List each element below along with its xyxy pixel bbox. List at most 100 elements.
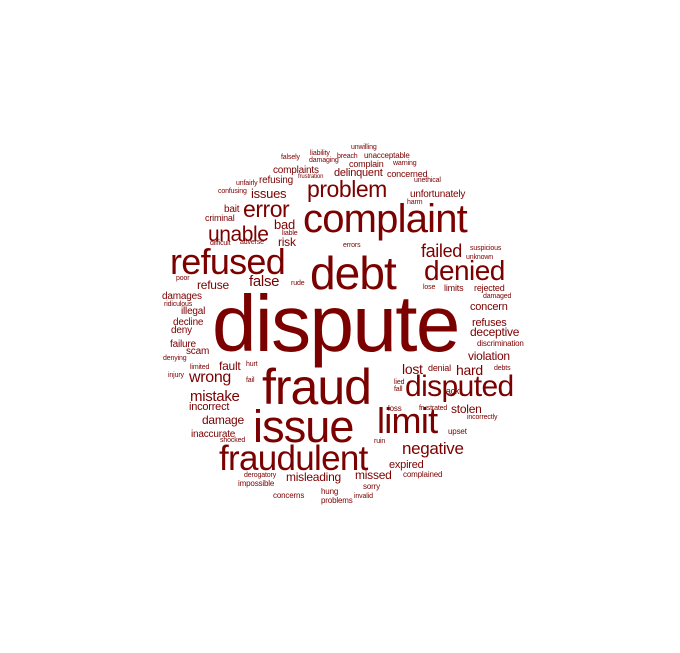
word-negative: negative (402, 439, 464, 458)
word-failure: failure (170, 339, 196, 350)
word-falsely: falsely (281, 154, 300, 161)
word-errors: errors (343, 242, 361, 249)
word-dispute: dispute (212, 279, 460, 368)
word-mistake: mistake (190, 388, 240, 405)
word-bait: bait (224, 204, 240, 215)
word-refusing: refusing (259, 175, 293, 186)
word-disputed: disputed (405, 370, 514, 403)
word-lost: lost (402, 361, 423, 377)
word-complaint: complaint (303, 197, 468, 241)
word-frustration: frustration (298, 174, 324, 180)
word-lose: lose (423, 284, 436, 291)
word-limited: limited (190, 364, 210, 371)
word-breach: breach (337, 153, 358, 160)
word-missed: missed (355, 468, 392, 482)
word-injury: injury (168, 372, 184, 379)
word-unfairly: unfairly (236, 180, 258, 187)
word-harm: harm (407, 199, 423, 206)
word-suspicious: suspicious (470, 245, 502, 252)
word-problem: problem (307, 176, 387, 202)
word-expired: expired (389, 459, 424, 471)
word-unfortunately: unfortunately (410, 189, 466, 200)
word-ruin: ruin (374, 438, 386, 445)
word-unacceptable: unacceptable (364, 151, 410, 160)
word-issues: issues (251, 186, 287, 201)
word-problems: problems (321, 496, 353, 505)
word-wrong: wrong (189, 369, 231, 386)
word-sorry: sorry (363, 482, 380, 491)
word-decline: decline (173, 317, 204, 328)
word-criminal: criminal (205, 213, 235, 223)
word-denial: denial (428, 363, 451, 373)
word-liability: liability (310, 150, 330, 157)
word-liable: liable (282, 230, 298, 237)
word-hard: hard (456, 362, 483, 378)
word-refused: refused (170, 241, 286, 282)
word-discrimination: discrimination (477, 339, 524, 348)
word-concerned: concerned (387, 169, 428, 179)
word-adverse: adverse (240, 239, 264, 246)
word-unethical: unethical (414, 177, 441, 184)
word-inaccurate: inaccurate (191, 429, 236, 440)
word-stolen: stolen (451, 402, 482, 416)
word-hurt: hurt (246, 361, 258, 368)
word-denied: denied (424, 255, 505, 286)
word-unable: unable (208, 223, 269, 246)
word-illegal: illegal (181, 306, 206, 317)
word-hung: hung (321, 487, 339, 496)
word-complained: complained (403, 470, 443, 479)
word-debt: debt (310, 247, 397, 299)
word-damaging: damaging (309, 157, 339, 164)
word-violation: violation (468, 349, 510, 363)
word-concern: concern (470, 301, 508, 313)
word-complain: complain (349, 159, 384, 169)
word-deceptive: deceptive (470, 325, 520, 339)
word-confusing: confusing (218, 188, 247, 195)
word-upset: upset (448, 427, 467, 436)
word-rude: rude (291, 280, 305, 287)
word-error: error (243, 196, 290, 222)
word-fall: fall (394, 386, 403, 393)
word-failed: failed (421, 241, 462, 261)
word-invalid: invalid (354, 493, 373, 500)
word-derogatory: derogatory (244, 472, 277, 479)
word-complaints: complaints (273, 165, 319, 176)
word-damage: damage (202, 413, 244, 427)
word-false: false (249, 273, 280, 290)
word-limit: limit (377, 400, 438, 441)
word-deny: deny (171, 325, 192, 336)
word-damages: damages (162, 291, 202, 302)
word-risk: risk (278, 235, 296, 249)
word-refuse: refuse (197, 278, 229, 292)
word-frustrated: frustrated (419, 405, 448, 412)
word-denying: denying (163, 355, 187, 362)
word-damaged: damaged (483, 293, 512, 300)
word-lack: lack (444, 386, 460, 396)
word-ridiculous: ridiculous (164, 301, 193, 308)
word-issue: issue (253, 401, 354, 452)
word-incorrectly: incorrectly (467, 414, 498, 421)
word-scam: scam (186, 346, 210, 357)
word-shocked: shocked (220, 437, 246, 444)
word-delinquent: delinquent (334, 167, 383, 179)
word-misleading: misleading (286, 470, 341, 484)
word-poor: poor (176, 275, 190, 282)
word-difficult: difficult (210, 240, 231, 247)
word-concerns: concerns (273, 491, 305, 500)
word-fail: fail (246, 377, 255, 384)
word-debts: debts (494, 365, 511, 372)
word-fault: fault (219, 359, 241, 373)
word-refuses: refuses (472, 317, 507, 329)
word-rejected: rejected (474, 283, 505, 293)
word-fraud: fraud (262, 359, 372, 415)
word-incorrect: incorrect (189, 401, 230, 413)
word-warning: warning (393, 160, 417, 167)
word-lied: lied (394, 379, 405, 386)
word-unwilling: unwilling (351, 144, 377, 151)
word-limits: limits (444, 283, 464, 293)
word-impossible: impossible (238, 479, 275, 488)
word-unknown: unknown (466, 254, 494, 261)
word-bad: bad (274, 217, 295, 232)
word-fraudulent: fraudulent (219, 439, 368, 478)
